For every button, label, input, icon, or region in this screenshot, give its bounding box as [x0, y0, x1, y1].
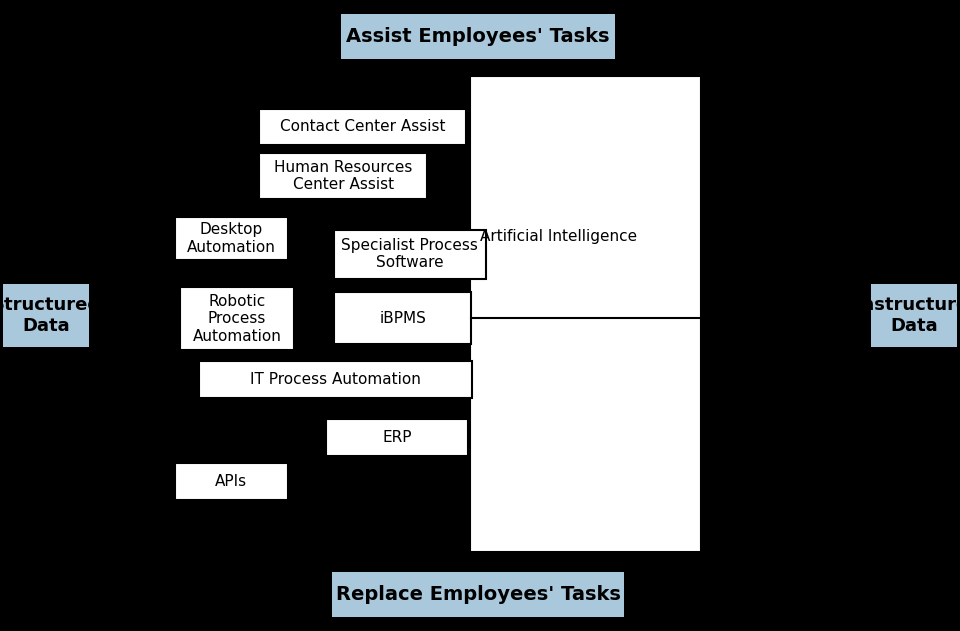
Text: iBPMS: iBPMS	[379, 310, 426, 326]
Text: Human Resources
Center Assist: Human Resources Center Assist	[274, 160, 413, 192]
Text: Desktop
Automation: Desktop Automation	[187, 222, 276, 255]
FancyBboxPatch shape	[259, 153, 427, 199]
Text: Specialist Process
Software: Specialist Process Software	[342, 238, 478, 271]
Text: Assist Employees' Tasks: Assist Employees' Tasks	[347, 27, 610, 46]
Text: Artificial Intelligence: Artificial Intelligence	[480, 229, 637, 244]
FancyBboxPatch shape	[175, 463, 288, 500]
FancyBboxPatch shape	[332, 572, 624, 617]
Text: Replace Employees' Tasks: Replace Employees' Tasks	[336, 585, 620, 604]
FancyBboxPatch shape	[470, 76, 701, 552]
FancyBboxPatch shape	[180, 287, 294, 350]
FancyBboxPatch shape	[259, 109, 466, 145]
Text: Robotic
Process
Automation: Robotic Process Automation	[193, 294, 281, 343]
Text: Contact Center Assist: Contact Center Assist	[279, 119, 445, 134]
Text: Unstructured
Data: Unstructured Data	[847, 296, 960, 335]
FancyBboxPatch shape	[871, 284, 957, 347]
Text: APIs: APIs	[215, 474, 248, 489]
FancyBboxPatch shape	[326, 419, 468, 456]
Text: Structured
Data: Structured Data	[0, 296, 101, 335]
Text: ERP: ERP	[383, 430, 412, 445]
FancyBboxPatch shape	[175, 217, 288, 260]
FancyBboxPatch shape	[334, 230, 486, 279]
FancyBboxPatch shape	[334, 292, 471, 344]
FancyBboxPatch shape	[342, 14, 615, 59]
FancyBboxPatch shape	[3, 284, 89, 347]
FancyBboxPatch shape	[199, 361, 472, 398]
Text: IT Process Automation: IT Process Automation	[251, 372, 420, 387]
